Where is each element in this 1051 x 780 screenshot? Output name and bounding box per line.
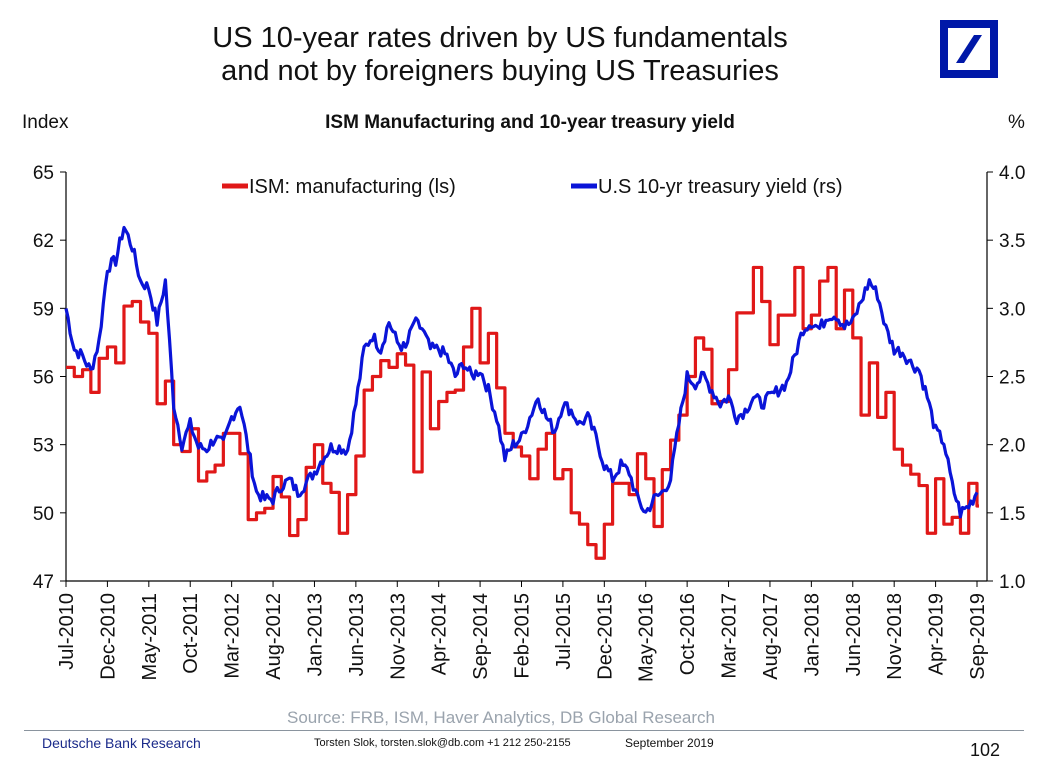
footer-brand: Deutsche Bank Research xyxy=(42,735,201,751)
x-tick-label: Nov-2013 xyxy=(387,593,409,680)
x-tick-label: Apr-2014 xyxy=(429,593,451,675)
x-tick-label: Mar-2017 xyxy=(719,593,741,679)
right-y-tick-label: 1.0 xyxy=(999,572,1025,593)
x-tick-label: Jul-2015 xyxy=(553,593,575,670)
x-tick-label: May-2011 xyxy=(139,593,161,680)
x-tick-label: Nov-2018 xyxy=(884,593,906,680)
ism-series-line xyxy=(66,265,979,560)
left-y-tick-label: 53 xyxy=(33,436,54,457)
right-y-tick-label: 2.5 xyxy=(999,368,1025,389)
chart-title: ISM Manufacturing and 10-year treasury y… xyxy=(325,112,735,133)
x-tick-label: May-2016 xyxy=(636,593,658,682)
left-y-tick-label: 59 xyxy=(33,299,54,320)
left-y-tick-label: 50 xyxy=(33,504,54,525)
yield-series-line xyxy=(64,225,979,519)
left-y-tick-label: 65 xyxy=(33,163,54,184)
slide-title: US 10-year rates driven by US fundamenta… xyxy=(0,22,1000,88)
footer-date: September 2019 xyxy=(625,736,714,750)
left-axis-unit: Index xyxy=(22,112,69,133)
x-tick-label: Mar-2012 xyxy=(222,593,244,679)
page-number: 102 xyxy=(970,740,1001,760)
source-note: Source: FRB, ISM, Haver Analytics, DB Gl… xyxy=(287,708,715,727)
left-y-tick-label: 56 xyxy=(33,368,54,389)
x-tick-label: Feb-2015 xyxy=(512,593,534,679)
right-y-tick-label: 2.0 xyxy=(999,436,1025,457)
x-tick-label: Jan-2018 xyxy=(801,593,823,676)
logo-slash-icon xyxy=(956,35,982,63)
x-tick-label: Apr-2019 xyxy=(926,593,948,675)
x-tick-label: Dec-2015 xyxy=(594,593,616,680)
x-tick-label: Oct-2016 xyxy=(677,593,699,675)
x-tick-label: Aug-2017 xyxy=(760,593,782,680)
legend-ism-label: ISM: manufacturing (ls) xyxy=(249,176,456,198)
x-tick-label: Jul-2010 xyxy=(56,593,78,670)
x-tick-label: Jun-2013 xyxy=(346,593,368,676)
left-y-tick-label: 62 xyxy=(33,231,54,252)
right-y-tick-label: 3.5 xyxy=(999,231,1025,252)
footer-author: Torsten Slok, torsten.slok@db.com +1 212… xyxy=(314,737,571,749)
x-tick-label: Aug-2012 xyxy=(263,593,285,680)
x-tick-label: Jan-2013 xyxy=(304,593,326,676)
title-line-2: and not by foreigners buying US Treasuri… xyxy=(221,55,779,87)
x-tick-label: Dec-2010 xyxy=(97,593,119,680)
x-tick-label: Oct-2011 xyxy=(180,593,202,674)
chart-canvas: 47 50 53 56 59 62 65 1.0 1.5 2.0 2.5 3.0 3.5 4.0 Jul-2… xyxy=(33,163,1026,682)
x-tick-label: Jun-2018 xyxy=(843,593,865,676)
x-tick-label: Sep-2019 xyxy=(967,593,989,680)
right-y-tick-label: 4.0 xyxy=(999,163,1025,184)
x-tick-label: Sep-2014 xyxy=(470,593,492,680)
right-axis-unit: % xyxy=(1008,112,1025,133)
right-y-tick-label: 1.5 xyxy=(999,504,1025,525)
title-line-1: US 10-year rates driven by US fundamenta… xyxy=(212,22,788,54)
footer-divider xyxy=(24,730,1024,731)
right-y-tick-label: 3.0 xyxy=(999,299,1025,320)
left-y-tick-label: 47 xyxy=(33,572,54,593)
deutsche-bank-logo-icon xyxy=(940,20,998,78)
legend-yield-label: U.S 10-yr treasury yield (rs) xyxy=(598,176,843,198)
